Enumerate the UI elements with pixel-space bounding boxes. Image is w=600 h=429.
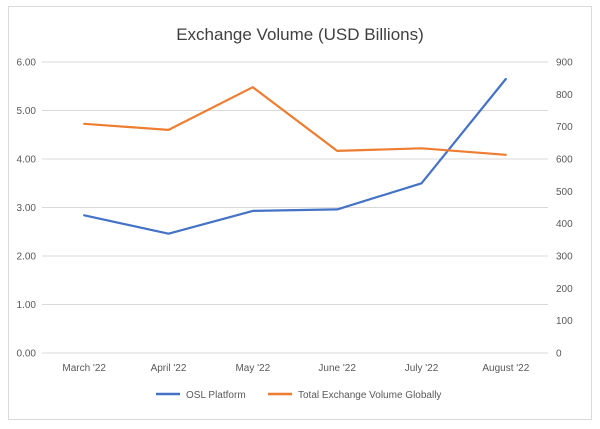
right-axis-tick-label: 500 [556, 187, 573, 198]
right-axis-tick-label: 600 [556, 155, 573, 166]
series-line-0 [83, 77, 507, 235]
right-axis-tick-label: 800 [556, 90, 573, 101]
left-axis-tick-label: 2.00 [17, 252, 37, 263]
series-lines [83, 77, 507, 235]
x-axis-tick-label: May '22 [235, 363, 270, 374]
chart-frame [8, 6, 592, 420]
chart-title: Exchange Volume (USD Billions) [176, 25, 424, 44]
legend: OSL Platform Total Exchange Volume Globa… [156, 390, 441, 401]
right-axis-tick-label: 900 [556, 58, 573, 69]
right-axis-tick-label: 400 [556, 219, 573, 230]
left-axis-tick-label: 6.00 [17, 58, 37, 69]
right-axis-tick-label: 700 [556, 122, 573, 133]
x-axis-tick-label: August '22 [482, 363, 529, 374]
x-axis-tick-label: July '22 [405, 363, 439, 374]
left-axis-tick-label: 5.00 [17, 106, 37, 117]
x-axis-tick-label: March '22 [62, 363, 106, 374]
left-axis-tick-label: 0.00 [17, 349, 37, 360]
x-axis-ticks: March '22 April '22 May '22 June '22 July '2… [62, 363, 529, 374]
x-axis-tick-label: April '22 [151, 363, 187, 374]
legend-label-osl-platform: OSL Platform [186, 390, 246, 401]
right-axis-tick-label: 0 [556, 349, 562, 360]
right-axis-tick-label: 200 [556, 284, 573, 295]
left-axis-tick-label: 4.00 [17, 155, 37, 166]
left-axis-ticks: 0.00 1.00 2.00 3.00 4.00 5.00 6.00 [17, 58, 37, 360]
right-axis-tick-label: 300 [556, 252, 573, 263]
right-axis-ticks: 0 100 200 300 400 500 600 700 800 900 [556, 58, 573, 360]
x-axis-tick-label: June '22 [318, 363, 356, 374]
right-axis-tick-label: 100 [556, 316, 573, 327]
gridlines [42, 61, 548, 354]
legend-label-total-exchange-volume: Total Exchange Volume Globally [298, 390, 441, 401]
series-line-1 [83, 86, 507, 156]
left-axis-tick-label: 1.00 [17, 300, 37, 311]
left-axis-tick-label: 3.00 [17, 203, 37, 214]
